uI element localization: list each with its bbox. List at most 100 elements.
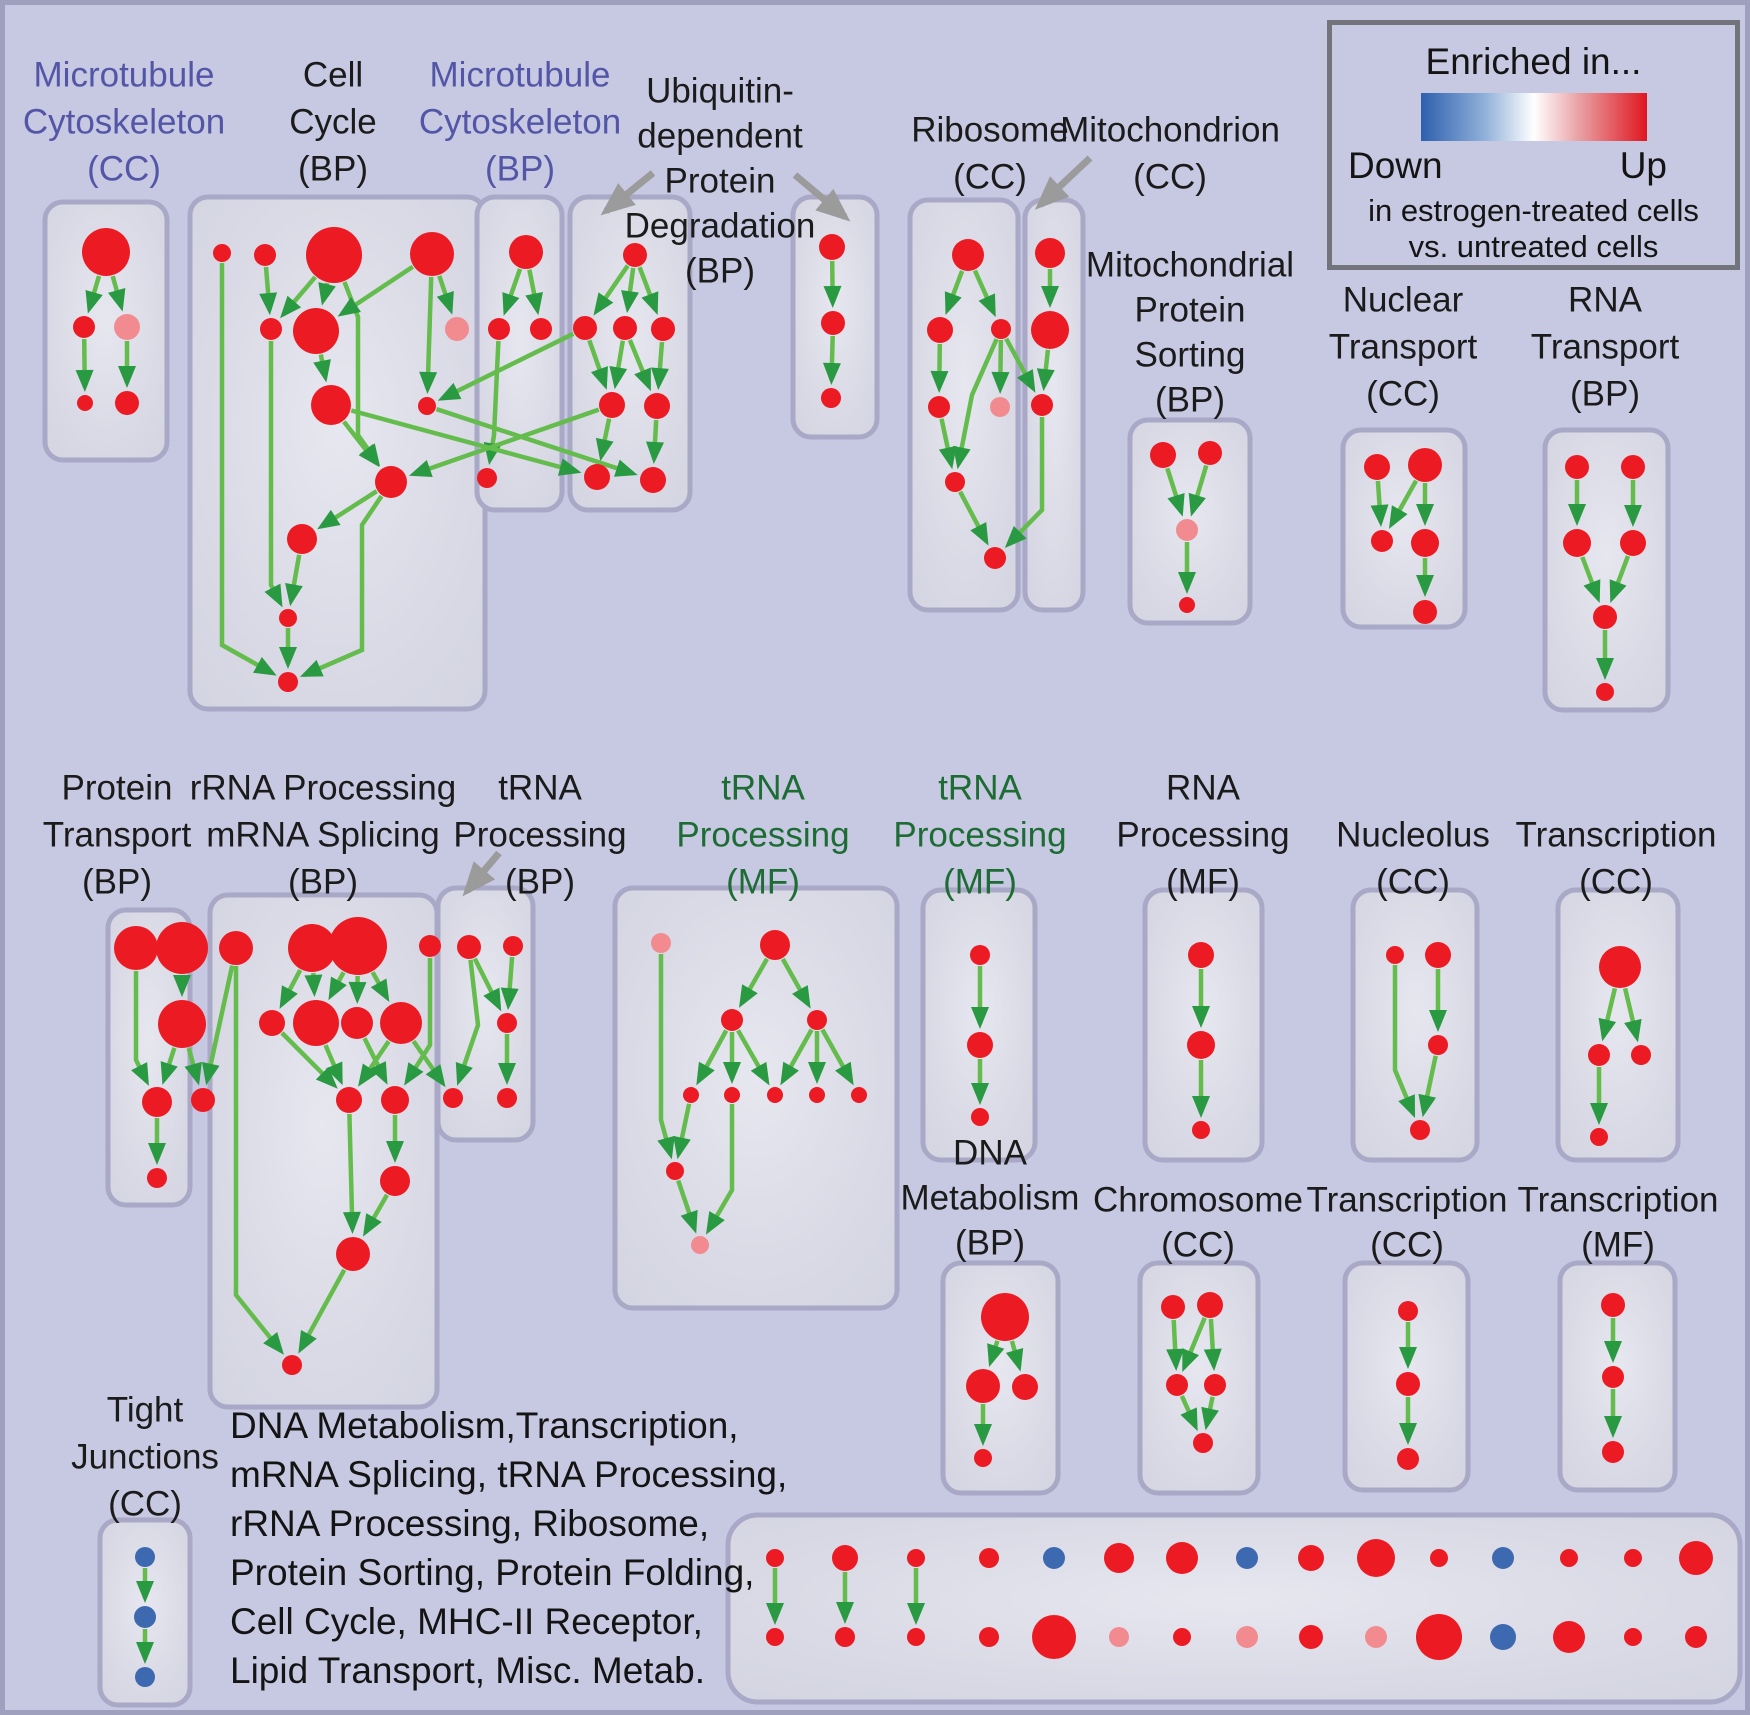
misc-text-line: Protein Sorting, Protein Folding, [230, 1552, 755, 1593]
cross-edge-3 [408, 407, 600, 478]
node-cell-cycle-6 [445, 317, 469, 341]
node-rrna-7 [380, 1002, 422, 1044]
edge-ubiq-left-3 [587, 339, 608, 390]
node-rrna-9 [381, 1086, 409, 1114]
edge-trna-bp-1 [472, 957, 502, 1012]
node-microtubule-cc-1 [73, 316, 95, 338]
edge-nucleolus-0 [1392, 965, 1416, 1119]
edge-protein-transport-3 [184, 1047, 202, 1086]
legend: Enriched in... Down Up in estrogen-treat… [1327, 20, 1740, 270]
edge-rrna-13 [363, 1193, 389, 1237]
node-ubiq-right-2 [821, 388, 841, 408]
edge-trna-mf-1-5 [736, 1029, 770, 1086]
edge-microtubule-bp-0 [502, 268, 523, 316]
cluster-label-rrna: rRNA Processing mRNA Splicing (BP) [190, 769, 456, 902]
node-ribosome-3 [928, 396, 950, 418]
edge-nuclear-transport-1 [1388, 479, 1419, 529]
node-misc-metabolism-17 [907, 1628, 925, 1646]
node-dna-metabolism-0 [981, 1293, 1029, 1341]
node-cell-cycle-12 [278, 672, 298, 692]
node-trna-bp-0 [457, 935, 481, 959]
cluster-label-tight-junctions: Tight Junctions (CC) [71, 1391, 219, 1524]
legend-subtitle-line1: in estrogen-treated cells [1368, 193, 1699, 228]
cluster-label-protein-transport: Protein Transport (BP) [43, 769, 192, 902]
node-ubiq-left-5 [644, 393, 670, 419]
node-rrna-8 [336, 1087, 362, 1113]
node-transcription-cc-mid-3 [1590, 1128, 1608, 1146]
node-nuclear-transport-0 [1364, 454, 1390, 480]
node-misc-metabolism-25 [1416, 1614, 1462, 1660]
node-cell-cycle-9 [375, 466, 407, 498]
edge-chromosome-4 [1201, 1396, 1219, 1431]
node-misc-metabolism-5 [1104, 1543, 1134, 1573]
node-protein-transport-4 [191, 1088, 215, 1112]
edge-mitochondrion-1 [1036, 349, 1055, 392]
node-trna-mf-2-0 [970, 945, 990, 965]
edge-dna-metabolism-0 [987, 1340, 1005, 1367]
edge-microtubule-bp-1 [525, 269, 543, 316]
node-ubiq-left-0 [623, 243, 647, 267]
node-protein-transport-0 [114, 926, 158, 970]
node-tight-junctions-0 [135, 1547, 155, 1567]
edge-microtubule-cc-0 [85, 275, 103, 314]
cluster-label-transcription-cc-mid: Transcription (CC) [1516, 816, 1717, 902]
node-microtubule-cc-2 [114, 314, 140, 340]
edge-cell-cycle-5 [337, 264, 415, 317]
edge-rrna-12 [342, 1113, 361, 1234]
edge-ribosome-2 [930, 343, 949, 393]
node-microtubule-bp-1 [488, 318, 510, 340]
node-rna-transport-4 [1593, 605, 1617, 629]
node-trna-mf-1-4 [683, 1087, 699, 1103]
edge-cell-cycle-9 [313, 354, 331, 383]
node-chromosome-3 [1204, 1374, 1226, 1396]
cluster-label-trna-mf-2: tRNA Processing (MF) [893, 769, 1066, 902]
edge-ubiq-left-8 [646, 419, 665, 464]
edge-trna-mf-1-9 [673, 1103, 692, 1160]
edge-trna-mf-1-2 [780, 957, 811, 1009]
cluster-label-transcription-cc-bottom: Transcription (CC) [1307, 1181, 1508, 1265]
node-ribosome-6 [984, 547, 1006, 569]
node-nuclear-transport-4 [1413, 600, 1437, 624]
edge-rna-transport-3 [1609, 555, 1631, 603]
cluster-box-rna-proc-mf [1142, 887, 1265, 1163]
edge-protein-transport-0 [131, 971, 149, 1086]
node-misc-metabolism-21 [1173, 1628, 1191, 1646]
node-rna-transport-0 [1565, 455, 1589, 479]
node-mito-sorting-3 [1179, 597, 1195, 613]
node-transcription-mf-0 [1601, 1293, 1625, 1317]
cluster-box-misc-metabolism [725, 1512, 1743, 1705]
node-cell-cycle-2 [306, 227, 362, 283]
edge-rrna-14 [298, 1268, 347, 1354]
pointer-arrow-mitochondrion-to-box [1034, 155, 1093, 210]
edge-rrna-2 [304, 972, 323, 997]
node-rna-transport-3 [1620, 530, 1646, 556]
edge-trna-mf-1-10 [705, 1104, 735, 1235]
edge-ubiq-left-5 [627, 339, 652, 392]
edge-trna-mf-1-6 [780, 1028, 814, 1086]
node-rna-transport-2 [1563, 529, 1591, 557]
misc-cluster-text: DNA Metabolism,Transcription, mRNA Splici… [230, 1401, 787, 1695]
node-rna-transport-5 [1596, 683, 1614, 701]
edge-trna-mf-1-11 [676, 1179, 698, 1234]
edge-chromosome-1 [1182, 1317, 1207, 1373]
edge-ubiq-left-6 [650, 341, 669, 391]
edge-rrna-1 [279, 969, 303, 1009]
edge-ribosome-5 [938, 418, 957, 470]
node-microtubule-bp-0 [509, 235, 543, 269]
edge-nucleolus-2 [1418, 1055, 1438, 1118]
legend-down-label: Down [1348, 145, 1443, 186]
edge-ubiq-left-2 [637, 266, 659, 315]
edge-ubiq-left-7 [595, 418, 614, 462]
node-mito-sorting-0 [1150, 442, 1176, 468]
cluster-label-dna-metabolism: DNA Metabolism (BP) [901, 1134, 1080, 1263]
cross-edge-1 [350, 408, 582, 476]
pointer-arrow-ubiquitin-to-left-box [600, 170, 656, 216]
cross-edge-7 [202, 965, 235, 1086]
node-trna-mf-1-10 [691, 1236, 709, 1254]
edge-cell-cycle-6 [436, 275, 454, 315]
cluster-box-nuclear-transport [1340, 427, 1468, 630]
node-ubiq-left-1 [573, 316, 597, 340]
cluster-label-ubiquitin: Ubiquitin-dependent Protein Degradation (BP… [625, 72, 816, 291]
node-trna-mf-2-2 [971, 1108, 989, 1126]
